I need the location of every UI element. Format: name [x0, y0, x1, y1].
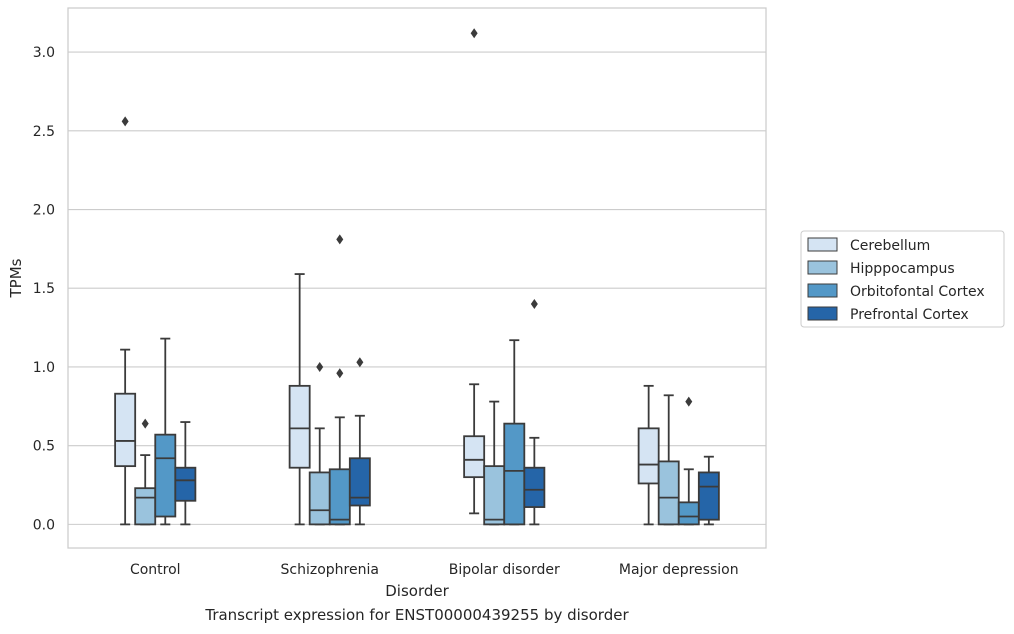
legend: Cerebellum Hipppocampus Orbitofontal Corte…	[800, 230, 1005, 328]
legend-swatch	[807, 306, 838, 321]
box-iqr	[503, 422, 526, 526]
box-group	[637, 384, 660, 526]
box-group	[154, 337, 177, 526]
legend-swatch	[807, 237, 838, 252]
outlier-point	[336, 234, 344, 245]
box-group	[677, 396, 700, 526]
y-tick-label: 0.5	[33, 439, 55, 455]
box-iqr	[637, 427, 660, 485]
box-group	[114, 116, 137, 526]
box-iqr	[288, 384, 311, 469]
box-iqr	[174, 466, 197, 502]
box-iqr	[463, 435, 486, 479]
y-tick-label: 0.0	[33, 517, 55, 533]
x-tick-labels: Control Schizophrenia Bipolar disorder Majo…	[130, 562, 739, 578]
y-tick-label: 3.0	[33, 45, 55, 61]
y-axis-label: TPMs	[7, 258, 25, 298]
box-group	[697, 455, 720, 526]
outlier-point	[685, 396, 693, 407]
y-tick-label: 2.0	[33, 203, 55, 219]
box-iqr	[697, 471, 720, 521]
box-group	[523, 298, 546, 526]
box-group	[463, 28, 486, 515]
box-iqr	[483, 465, 506, 526]
figure-caption: Transcript expression for ENST0000043925…	[205, 606, 629, 624]
box-iqr	[657, 460, 680, 526]
x-tick-label: Major depression	[619, 562, 739, 578]
y-tick-label: 1.5	[33, 281, 55, 297]
outlier-point	[121, 116, 129, 127]
x-axis-label: Disorder	[385, 582, 449, 600]
box-group	[657, 394, 680, 526]
legend-frame	[800, 230, 1005, 328]
legend-label: Prefrontal Cortex	[850, 307, 969, 323]
outlier-point	[530, 298, 538, 309]
outlier-point	[356, 357, 364, 368]
box-group	[308, 361, 331, 526]
box-group	[174, 421, 197, 526]
box-iqr	[134, 487, 157, 526]
legend-swatch	[807, 283, 838, 298]
legend-label: Cerebellum	[850, 238, 930, 254]
x-tick-label: Bipolar disorder	[449, 562, 560, 578]
outlier-point	[141, 418, 149, 429]
box-iqr	[154, 433, 177, 518]
boxes-layer	[114, 28, 720, 526]
legend-label: Orbitofontal Cortex	[850, 284, 985, 300]
box-group	[288, 273, 311, 526]
box-iqr	[114, 392, 137, 468]
box-iqr	[328, 468, 351, 526]
box-iqr	[348, 457, 371, 507]
box-iqr	[677, 501, 700, 526]
box-group	[348, 357, 371, 526]
outlier-point	[316, 361, 324, 372]
x-tick-label: Schizophrenia	[281, 562, 379, 578]
y-tick-label: 1.0	[33, 360, 55, 376]
legend-label: Hipppocampus	[850, 261, 955, 277]
outlier-point	[336, 368, 344, 379]
outlier-point	[470, 28, 478, 39]
box-group	[483, 400, 506, 526]
y-tick-label: 2.5	[33, 124, 55, 140]
box-iqr	[308, 471, 331, 526]
legend-swatch	[807, 260, 838, 275]
box-iqr	[523, 466, 546, 508]
y-tick-labels: 0.0 0.5 1.0 1.5 2.0 2.5 3.0	[33, 45, 55, 533]
x-tick-label: Control	[130, 562, 181, 578]
plot-frame	[67, 7, 767, 549]
